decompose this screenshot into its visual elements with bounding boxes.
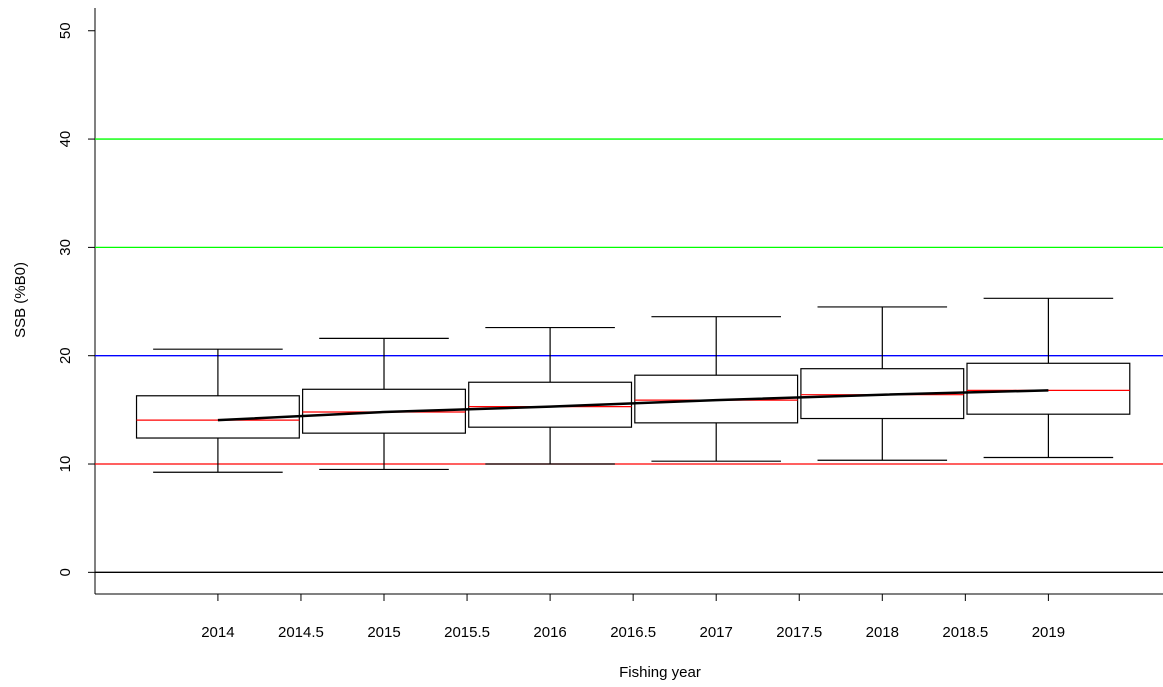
- y-tick-label: 40: [57, 131, 74, 148]
- box: [966, 362, 1131, 415]
- x-tick-label: 2014.5: [278, 624, 324, 641]
- x-tick-label: 2018: [866, 624, 899, 641]
- x-tick-label: 2016.5: [610, 624, 656, 641]
- trend-line: [217, 389, 1049, 422]
- y-tick-label: 20: [57, 347, 74, 364]
- x-tick-label: 2016: [533, 624, 566, 641]
- x-tick-label: 2014: [201, 624, 234, 641]
- x-tick-label: 2017.5: [776, 624, 822, 641]
- x-tick-label: 2015: [367, 624, 400, 641]
- x-axis-label: Fishing year: [619, 664, 701, 681]
- y-tick-label: 10: [57, 456, 74, 473]
- y-axis-label: SSB (%B0): [12, 262, 29, 338]
- x-tick-label: 2019: [1032, 624, 1065, 641]
- box: [634, 374, 799, 424]
- y-tick-label: 30: [57, 239, 74, 256]
- x-tick-label: 2017: [700, 624, 733, 641]
- y-tick-label: 0: [57, 568, 74, 576]
- box: [302, 388, 466, 434]
- y-tick-label: 50: [57, 22, 74, 39]
- x-tick-label: 2018.5: [942, 624, 988, 641]
- box: [468, 381, 633, 428]
- x-tick-label: 2015.5: [444, 624, 490, 641]
